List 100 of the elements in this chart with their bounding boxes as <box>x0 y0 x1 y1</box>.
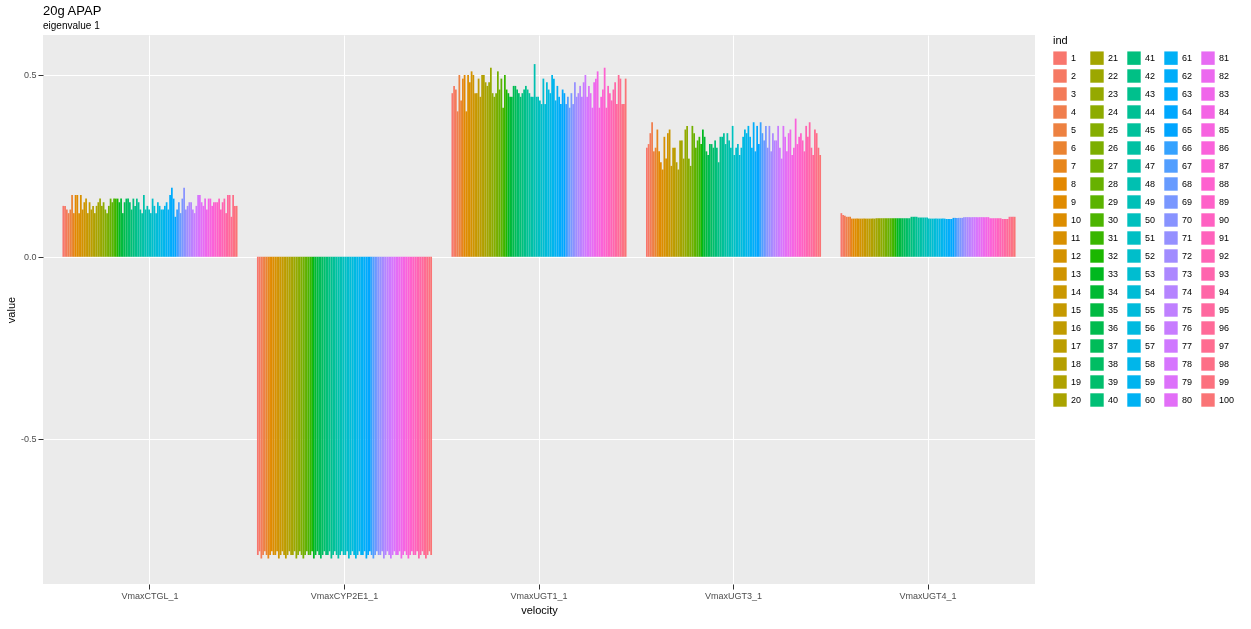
legend-label: 50 <box>1145 215 1156 225</box>
legend-label: 46 <box>1145 143 1156 153</box>
legend-label: 25 <box>1108 125 1119 135</box>
legend-label: 6 <box>1071 143 1077 153</box>
legend-label: 56 <box>1145 323 1156 333</box>
legend-label: 96 <box>1219 323 1230 333</box>
legend-label: 92 <box>1219 251 1230 261</box>
legend-label: 41 <box>1145 53 1156 64</box>
legend-label: 81 <box>1219 53 1230 64</box>
legend-label: 84 <box>1219 107 1230 117</box>
legend-label: 65 <box>1182 125 1193 135</box>
legend-label: 87 <box>1219 161 1230 171</box>
legend-label: 67 <box>1182 161 1193 171</box>
legend-label: 40 <box>1108 395 1119 405</box>
legend-label: 29 <box>1108 197 1119 207</box>
legend-label: 59 <box>1145 377 1156 387</box>
legend-label: 60 <box>1145 395 1156 405</box>
legend-label: 32 <box>1108 251 1119 261</box>
legend-label: 11 <box>1071 233 1081 243</box>
x-tick-label: VmaxUGT3_1 <box>704 590 763 601</box>
legend-label: 71 <box>1182 233 1193 243</box>
legend-label: 14 <box>1071 287 1082 297</box>
legend-label: 98 <box>1219 359 1230 369</box>
legend-label: 18 <box>1071 359 1082 369</box>
legend-label: 80 <box>1182 395 1193 405</box>
legend-label: 68 <box>1182 179 1193 189</box>
legend-label: 4 <box>1071 107 1077 117</box>
legend-label: 24 <box>1108 107 1119 117</box>
legend-label: 55 <box>1145 305 1156 315</box>
legend-label: 35 <box>1108 305 1119 315</box>
x-tick-label: VmaxCYP2E1_1 <box>310 590 379 601</box>
y-tick-label: 0.5 <box>23 70 37 81</box>
legend-label: 78 <box>1182 359 1193 369</box>
legend-label: 52 <box>1145 251 1156 261</box>
y-tick-label: 0.0 <box>23 252 37 263</box>
legend-label: 33 <box>1108 269 1119 279</box>
legend-label: 26 <box>1108 143 1119 153</box>
legend-label: 90 <box>1219 215 1230 225</box>
legend-label: 17 <box>1071 341 1082 351</box>
legend-label: 85 <box>1219 125 1230 135</box>
legend-label: 69 <box>1182 197 1193 207</box>
legend-label: 5 <box>1071 125 1077 135</box>
y-tick-label: -0.5 <box>20 434 37 445</box>
legend-label: 8 <box>1071 179 1077 189</box>
legend-label: 22 <box>1108 71 1119 81</box>
legend-label: 91 <box>1219 233 1230 243</box>
legend-label: 97 <box>1219 341 1230 351</box>
legend-label: 70 <box>1182 215 1193 225</box>
legend-label: 88 <box>1219 179 1230 189</box>
legend-label: 58 <box>1145 359 1156 369</box>
legend-label: 76 <box>1182 323 1193 333</box>
legend-label: 89 <box>1219 197 1230 207</box>
legend-label: 61 <box>1182 53 1193 64</box>
legend-label: 75 <box>1182 305 1193 315</box>
legend-label: 79 <box>1182 377 1193 387</box>
legend-label: 42 <box>1145 71 1156 81</box>
legend-label: 57 <box>1145 341 1156 351</box>
legend-label: 82 <box>1219 71 1230 81</box>
legend-label: 100 <box>1219 395 1235 405</box>
legend-label: 12 <box>1071 251 1082 261</box>
legend-label: 34 <box>1108 287 1119 297</box>
legend-label: 94 <box>1219 287 1230 297</box>
legend-label: 74 <box>1182 287 1193 297</box>
legend-label: 63 <box>1182 89 1193 99</box>
legend-label: 36 <box>1108 323 1119 333</box>
legend-label: 53 <box>1145 269 1156 279</box>
legend-label: 38 <box>1108 359 1119 369</box>
legend-label: 54 <box>1145 287 1156 297</box>
legend-label: 62 <box>1182 71 1193 81</box>
legend-label: 72 <box>1182 251 1193 261</box>
legend-label: 16 <box>1071 323 1082 333</box>
y-axis-title: value <box>4 296 17 324</box>
legend-label: 77 <box>1182 341 1193 351</box>
legend-label: 48 <box>1145 179 1156 189</box>
chart-title: 20g APAP <box>43 3 102 18</box>
legend-label: 73 <box>1182 269 1193 279</box>
legend-label: 37 <box>1108 341 1119 351</box>
x-tick-label: VmaxCTGL_1 <box>121 590 179 601</box>
legend-label: 3 <box>1071 89 1077 99</box>
legend-label: 30 <box>1108 215 1119 225</box>
legend-label: 45 <box>1145 125 1156 135</box>
legend-label: 49 <box>1145 197 1156 207</box>
x-tick-label: VmaxUGT1_1 <box>510 590 568 601</box>
legend-label: 51 <box>1145 233 1156 243</box>
legend-label: 2 <box>1071 71 1077 81</box>
legend-label: 64 <box>1182 107 1193 117</box>
legend-label: 83 <box>1219 89 1230 99</box>
legend-label: 20 <box>1071 395 1082 405</box>
legend-label: 31 <box>1108 233 1119 243</box>
legend-label: 99 <box>1219 377 1230 387</box>
legend-label: 66 <box>1182 143 1193 153</box>
legend-label: 44 <box>1145 107 1156 117</box>
legend-label: 7 <box>1071 161 1077 171</box>
chart-subtitle: eigenvalue 1 <box>43 20 101 31</box>
legend-label: 43 <box>1145 89 1156 99</box>
legend-label: 47 <box>1145 161 1156 171</box>
legend-label: 28 <box>1108 179 1119 189</box>
x-tick-label: VmaxUGT4_1 <box>899 590 957 601</box>
legend-label: 39 <box>1108 377 1119 387</box>
legend-label: 10 <box>1071 215 1082 225</box>
